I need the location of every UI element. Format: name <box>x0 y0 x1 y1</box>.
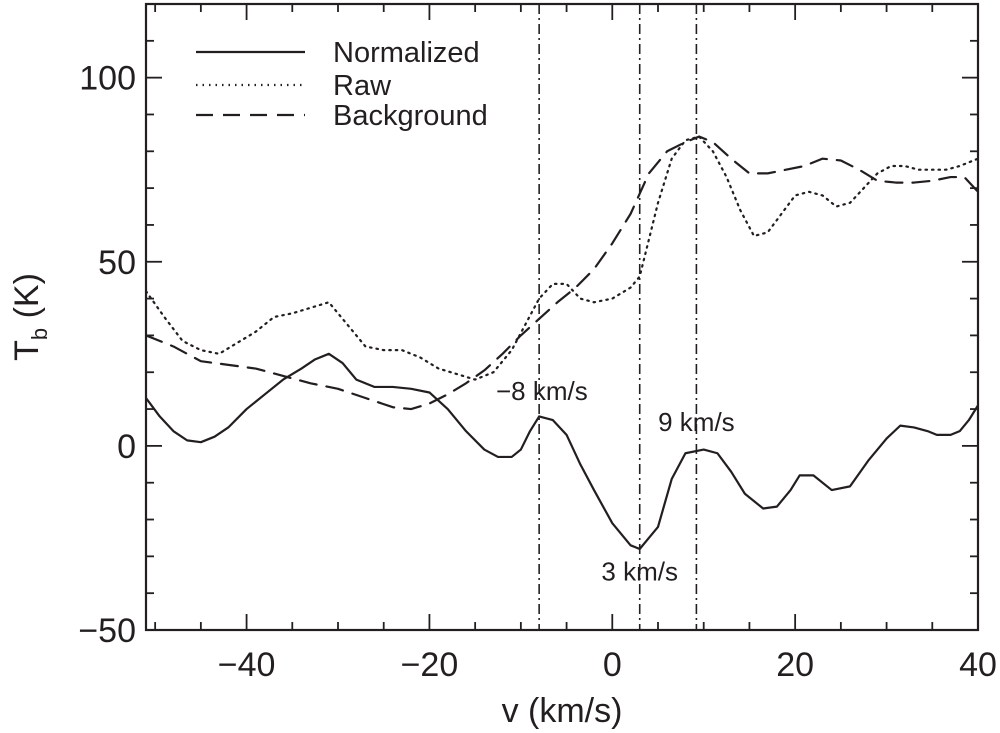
legend-label-normalized: Normalized <box>333 37 480 69</box>
velocity-annotation: −8 km/s <box>496 376 588 406</box>
y-tick-label: −50 <box>78 612 136 650</box>
x-tick-label: 40 <box>959 646 997 684</box>
x-tick-label: −40 <box>218 646 276 684</box>
x-axis-title: v (km/s) <box>502 692 623 730</box>
series-line-raw <box>146 135 978 381</box>
y-tick-label: 100 <box>79 60 136 98</box>
legend-label-raw: Raw <box>333 70 392 102</box>
y-tick-label: 50 <box>98 244 136 282</box>
velocity-annotation: 3 km/s <box>601 556 678 586</box>
plot-frame <box>144 2 980 632</box>
velocity-annotation: 9 km/s <box>658 407 735 437</box>
y-tick-label: 0 <box>117 428 136 466</box>
y-axis-title-unit: (K) <box>8 273 46 328</box>
y-axis-title-main: T <box>8 340 46 361</box>
y-axis-title-subscript: b <box>27 328 52 340</box>
legend-label-background: Background <box>333 100 488 132</box>
x-tick-label: 0 <box>603 646 622 684</box>
x-tick-label: 20 <box>776 646 814 684</box>
series-line-normalized <box>146 352 978 551</box>
x-tick-label: −20 <box>401 646 459 684</box>
series-line-background <box>146 135 978 411</box>
y-axis-title: Tb (K) <box>8 273 52 361</box>
